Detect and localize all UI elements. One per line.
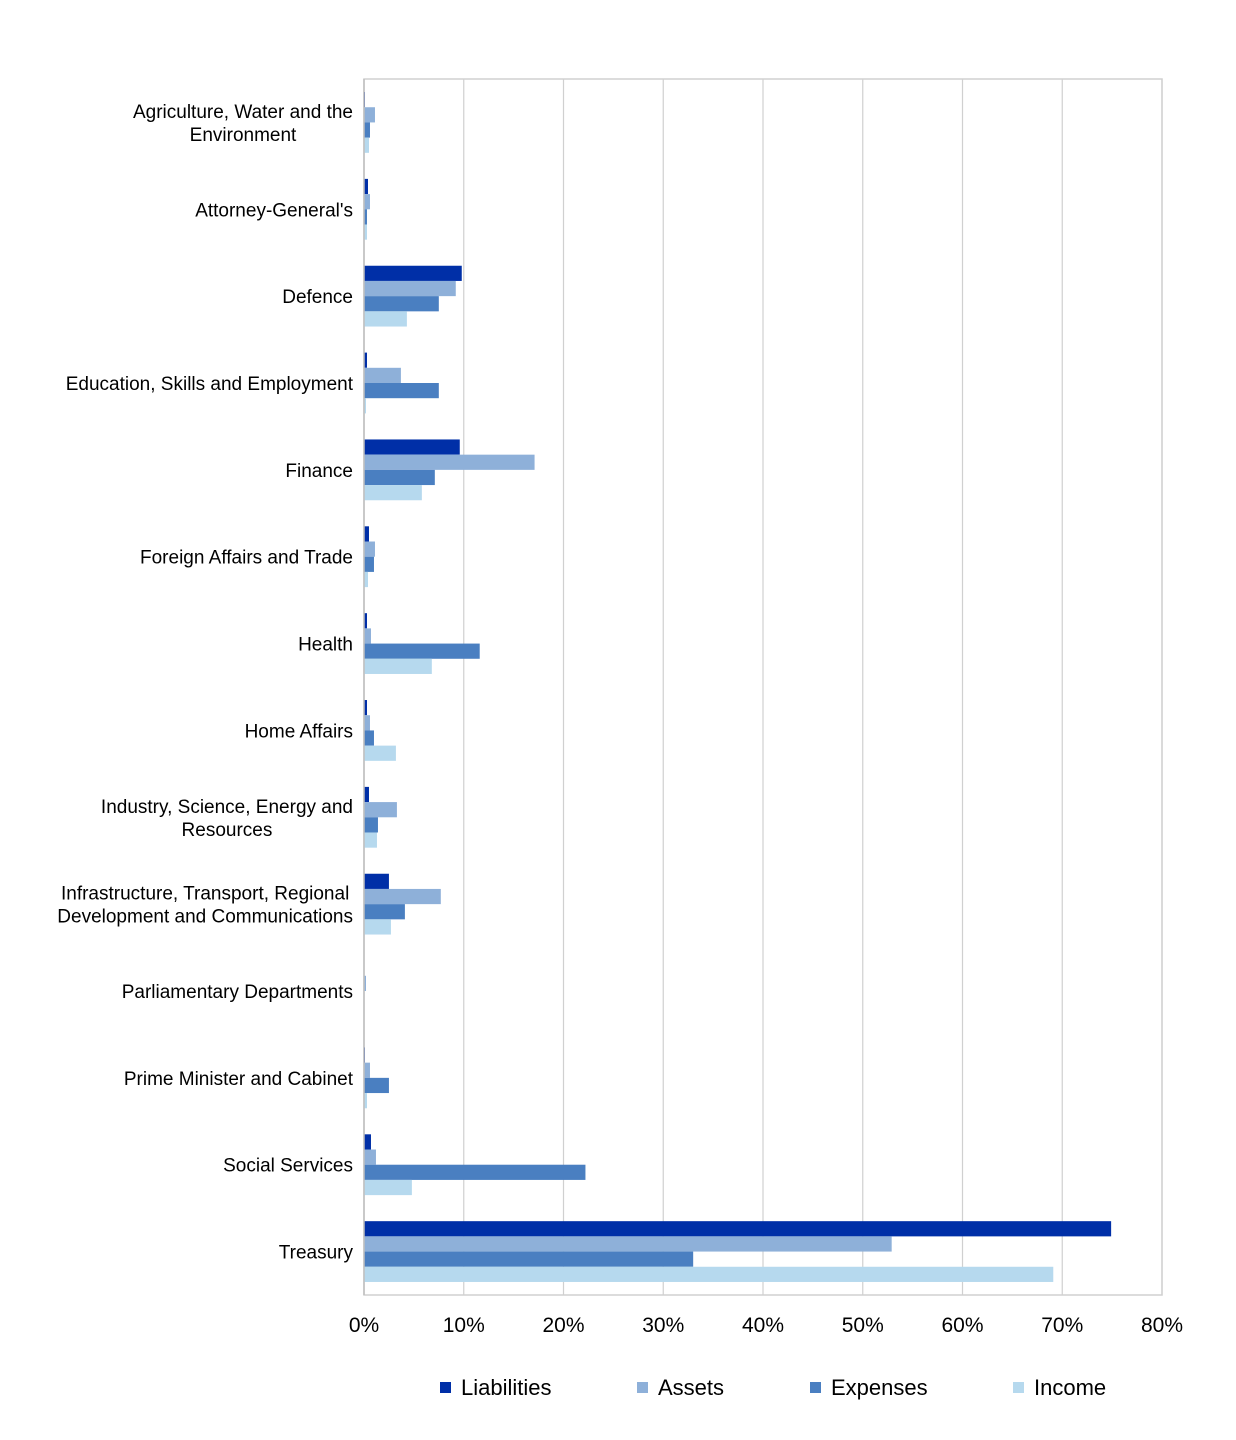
bar-income <box>364 1093 367 1109</box>
bar-assets <box>364 975 366 991</box>
bar-income <box>364 658 432 674</box>
category-label: Parliamentary Departments <box>122 982 353 1003</box>
x-tick-label: 60% <box>941 1314 983 1337</box>
bar-expenses <box>364 383 439 399</box>
x-tick-label: 70% <box>1041 1314 1083 1337</box>
bar-assets <box>364 715 370 731</box>
bar-expenses <box>364 730 374 746</box>
bar-liabilities <box>364 178 368 195</box>
category-label: Social Services <box>223 1156 353 1177</box>
category-label: Attorney-General's <box>195 200 353 221</box>
bar-assets <box>364 802 397 818</box>
legend-label-income: Income <box>1034 1375 1106 1400</box>
legend-swatch-expenses <box>810 1382 821 1393</box>
bar-income <box>364 919 391 935</box>
bar-assets <box>364 194 370 210</box>
bar-liabilities <box>364 613 367 629</box>
x-tick-label: 10% <box>443 1314 485 1337</box>
category-label: Industry, Science, Energy and Resources <box>101 797 353 841</box>
bar-income <box>364 398 366 414</box>
bar-liabilities <box>364 352 367 368</box>
bar-assets <box>364 628 371 644</box>
bar-expenses <box>364 469 435 486</box>
bar-income <box>364 224 367 240</box>
legend-swatch-liabilities <box>440 1382 451 1393</box>
bar-expenses <box>364 817 378 833</box>
x-tick-label: 0% <box>349 1314 379 1337</box>
bar-income <box>364 1266 1054 1282</box>
bar-liabilities <box>364 526 369 542</box>
x-tick-label: 20% <box>542 1314 584 1337</box>
bar-liabilities <box>364 1134 371 1150</box>
bar-assets <box>364 1236 892 1252</box>
bar-expenses <box>364 209 367 225</box>
category-label: Foreign Affairs and Trade <box>140 548 353 569</box>
bar-income <box>364 832 377 848</box>
category-label: Education, Skills and Employment <box>66 374 354 395</box>
bar-liabilities <box>364 1221 1112 1237</box>
bar-income <box>364 1179 412 1196</box>
legend-label-assets: Assets <box>658 1375 724 1400</box>
bars <box>364 92 1112 1282</box>
category-label: Home Affairs <box>245 721 353 742</box>
gridlines <box>463 79 1163 1295</box>
bar-liabilities <box>364 873 389 889</box>
x-tick-label: 30% <box>642 1314 684 1337</box>
bar-assets <box>364 107 375 123</box>
bar-income <box>364 745 396 761</box>
bar-expenses <box>364 296 439 312</box>
x-tick-label: 40% <box>742 1314 784 1337</box>
bar-expenses <box>364 1251 694 1267</box>
category-labels: Agriculture, Water and the Environment Att… <box>57 102 353 1264</box>
category-label: Finance <box>285 461 353 482</box>
category-label: Infrastructure, Transport, Regional Devel… <box>57 884 353 928</box>
category-label: Prime Minister and Cabinet <box>124 1069 354 1090</box>
bar-income <box>364 137 369 153</box>
bar-assets <box>364 280 456 297</box>
x-axis-tick-labels: 0% 10% 20% 30% 40% 50% 60% 70% 80% <box>349 1314 1183 1337</box>
category-label: Agriculture, Water and the Environment <box>133 102 353 146</box>
bar-liabilities <box>364 265 462 281</box>
bar-assets <box>364 1149 376 1165</box>
bar-income <box>364 311 407 327</box>
bar-assets <box>364 541 375 557</box>
bar-income <box>364 571 368 588</box>
bar-expenses <box>364 556 374 572</box>
x-tick-label: 80% <box>1141 1314 1183 1337</box>
bar-expenses <box>364 643 480 659</box>
legend-swatch-assets <box>637 1382 648 1393</box>
bar-assets <box>364 888 441 905</box>
bar-assets <box>364 1062 370 1078</box>
bar-income <box>364 485 422 501</box>
legend-label-liabilities: Liabilities <box>461 1375 552 1400</box>
bar-liabilities <box>364 439 460 455</box>
bar-expenses <box>364 1164 586 1180</box>
x-tick-label: 50% <box>842 1314 884 1337</box>
category-label: Defence <box>282 287 353 308</box>
bar-expenses <box>364 1077 389 1094</box>
bar-assets <box>364 367 401 383</box>
legend-label-expenses: Expenses <box>831 1375 928 1400</box>
legend-swatch-income <box>1013 1382 1024 1393</box>
legend: Liabilities Assets Expenses Income <box>440 1375 1106 1400</box>
bar-expenses <box>364 122 370 138</box>
bar-liabilities <box>364 700 367 716</box>
bar-expenses <box>364 904 405 920</box>
bar-assets <box>364 454 535 470</box>
bar-liabilities <box>364 786 369 803</box>
category-label: Health <box>298 635 353 656</box>
category-label: Treasury <box>279 1243 354 1264</box>
